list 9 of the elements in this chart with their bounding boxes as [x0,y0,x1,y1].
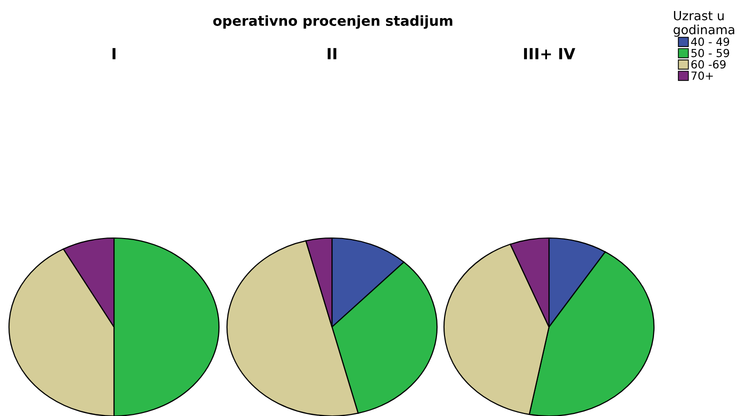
chart-subtitle: II [328,48,336,60]
chart-subtitle: I [112,48,116,60]
chart-title: operativno procenjen stadijum [213,15,452,29]
legend-label: 50 - 59 [691,48,730,58]
text: III+ IV [524,48,576,60]
legend-label: 70+ [691,71,713,80]
legend-title: Uzrast u godinama [674,11,734,37]
legend-label: 60 -69 [691,60,726,69]
legend-label: 40 - 49 [691,38,730,46]
